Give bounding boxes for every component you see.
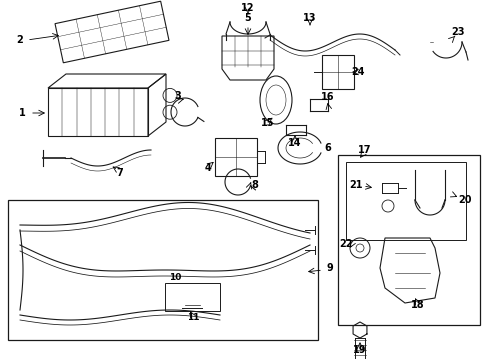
Text: 3: 3 [174, 91, 181, 101]
Text: 23: 23 [451, 27, 465, 37]
Bar [55, 1, 169, 63]
Text: 18: 18 [411, 300, 425, 310]
Text: 10: 10 [169, 274, 181, 283]
Text: 8: 8 [251, 180, 258, 190]
Text: 15: 15 [261, 118, 275, 128]
Text: 7: 7 [117, 168, 123, 178]
Bar [338, 155, 480, 325]
Bar [48, 88, 148, 136]
Text: 19: 19 [353, 345, 367, 355]
Bar [8, 200, 318, 340]
Text: 4: 4 [205, 163, 211, 173]
Text: 5: 5 [245, 13, 251, 23]
Bar [215, 138, 257, 176]
Text: 17: 17 [358, 145, 372, 155]
Text: 12: 12 [241, 3, 255, 13]
Text: 14: 14 [288, 138, 302, 148]
Text: 6: 6 [325, 143, 331, 153]
Text: 1: 1 [19, 108, 25, 118]
Text: 16: 16 [321, 92, 335, 102]
Text: 13: 13 [303, 13, 317, 23]
Bar [346, 162, 466, 240]
Text: 22: 22 [339, 239, 353, 249]
Bar [322, 55, 354, 89]
Text: 9: 9 [327, 263, 333, 273]
Text: 20: 20 [458, 195, 472, 205]
Text: 24: 24 [351, 67, 365, 77]
Text: 2: 2 [17, 35, 24, 45]
Text: 21: 21 [349, 180, 363, 190]
Text: 11: 11 [187, 314, 199, 323]
Bar [165, 283, 220, 311]
